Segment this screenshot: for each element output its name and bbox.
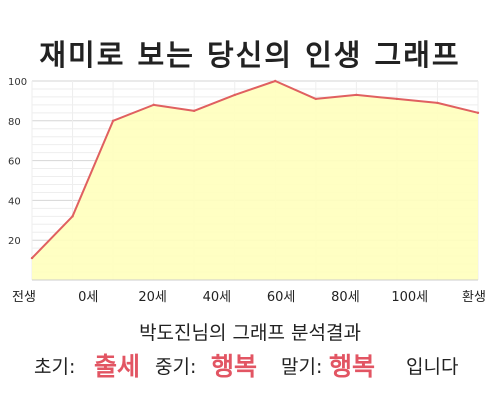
- data-point: [395, 97, 399, 101]
- data-point: [355, 93, 358, 97]
- series-line: [31, 80, 479, 259]
- data-point: [274, 79, 277, 83]
- x-tick-label: 40세: [203, 290, 232, 305]
- x-tick-labels: 전생 0세 20세 40세 60세 80세 100세 환생: [12, 290, 486, 305]
- x-tick-label: 0세: [78, 290, 98, 305]
- data-point: [71, 215, 74, 218]
- y-tick-labels: 20 40 60 80 100: [8, 77, 27, 247]
- x-tick-label: 100세: [391, 290, 428, 305]
- analysis-title: 박도진님의 그래프 분석결과: [139, 322, 361, 344]
- mid-value: 행복: [211, 352, 258, 381]
- data-point: [476, 111, 480, 115]
- x-tick-label: 전생: [12, 290, 36, 305]
- y-tick-label: 20: [8, 236, 21, 247]
- chart-title: 재미로 보는 당신의 인생 그래프: [39, 38, 461, 72]
- early-label: 초기:: [34, 356, 76, 378]
- life-graph-chart: 20 40 60 80 100 전생 0세 20세 40세 60세 80세 100세 환생: [8, 77, 486, 305]
- late-label: 말기:: [281, 356, 323, 378]
- early-value: 출세: [94, 352, 141, 381]
- data-point: [314, 97, 318, 101]
- x-tick-label: 20세: [138, 290, 167, 305]
- late-value: 행복: [329, 352, 376, 381]
- analysis-result: 초기: 출세 중기: 행복 말기: 행복 입니다: [0, 344, 500, 384]
- y-tick-label: 80: [8, 117, 21, 128]
- y-tick-label: 60: [8, 157, 21, 168]
- data-point: [152, 103, 155, 107]
- x-tick-label: 환생: [462, 290, 486, 305]
- y-tick-label: 100: [8, 77, 27, 88]
- data-point: [192, 109, 196, 113]
- mid-label: 중기:: [155, 356, 197, 378]
- data-point: [233, 93, 236, 97]
- x-tick-label: 60세: [267, 290, 296, 305]
- area-fill: [32, 81, 478, 280]
- data-point: [30, 256, 34, 260]
- y-tick-label: 40: [8, 196, 21, 207]
- data-point: [436, 101, 439, 105]
- ending-text: 입니다: [406, 356, 459, 378]
- x-tick-label: 80세: [331, 290, 360, 305]
- data-point: [111, 119, 115, 123]
